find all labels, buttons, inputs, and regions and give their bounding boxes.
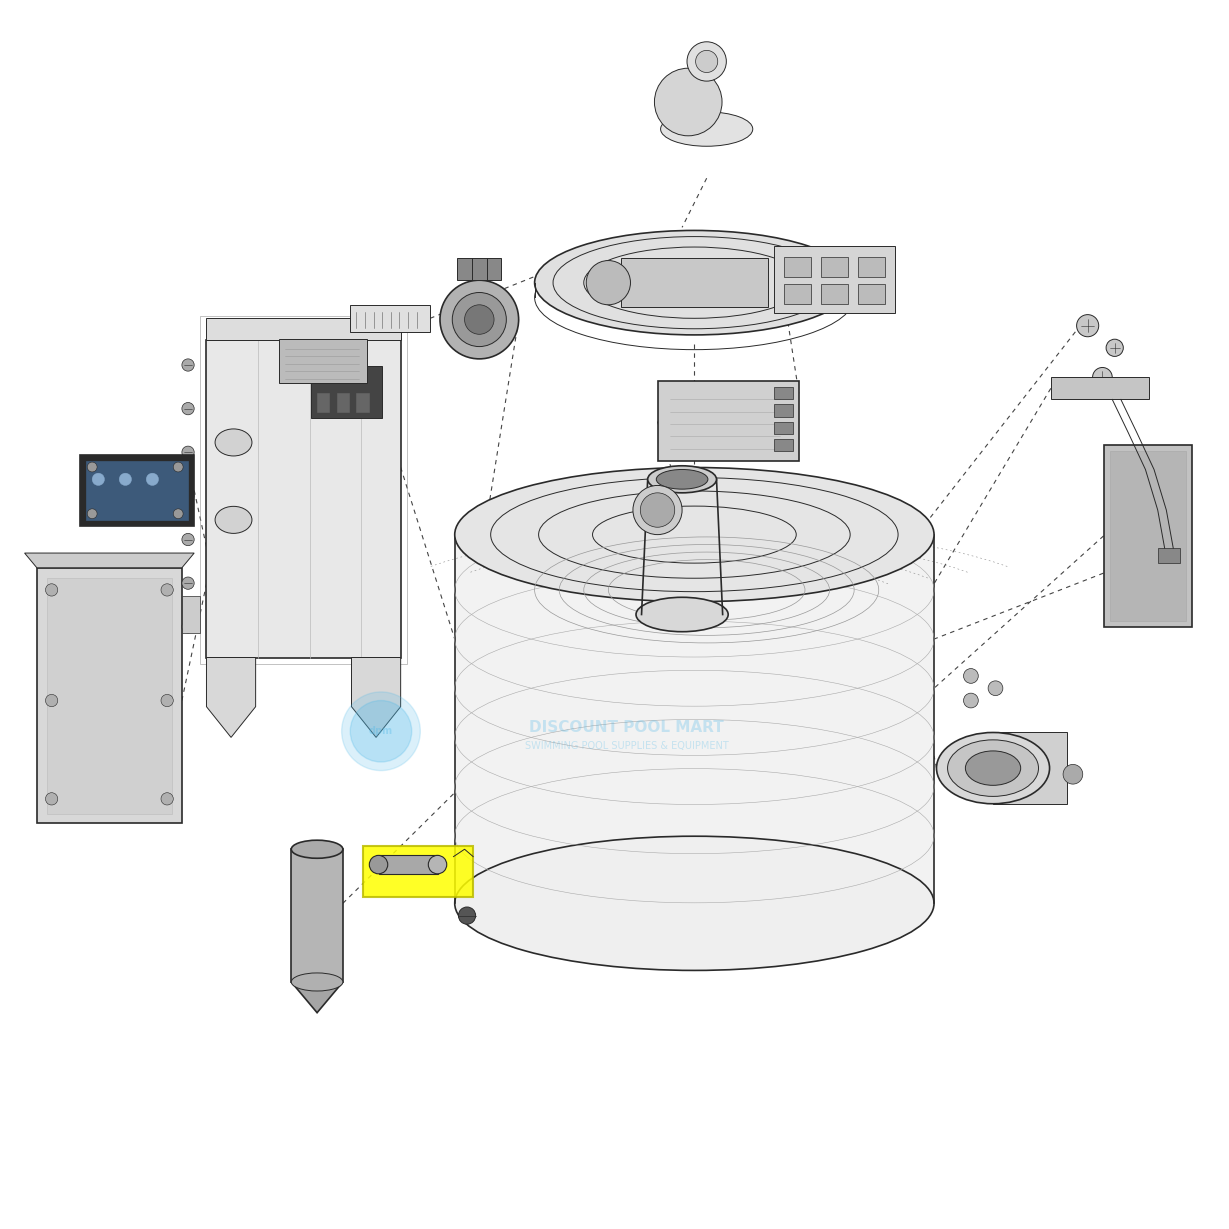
Circle shape — [586, 261, 630, 305]
Bar — [279, 339, 367, 383]
Bar — [206, 318, 401, 340]
Circle shape — [87, 509, 97, 519]
Bar — [1051, 377, 1149, 399]
Bar — [621, 258, 768, 307]
Bar — [821, 284, 848, 304]
Circle shape — [119, 473, 132, 485]
Circle shape — [173, 462, 183, 472]
Bar — [993, 732, 1067, 804]
Bar — [356, 393, 369, 412]
Bar — [774, 246, 895, 313]
Bar — [86, 461, 188, 520]
Bar — [774, 387, 793, 399]
Circle shape — [465, 305, 494, 334]
Ellipse shape — [661, 112, 752, 146]
Ellipse shape — [429, 855, 447, 874]
Ellipse shape — [215, 506, 252, 533]
Bar — [311, 366, 382, 418]
Circle shape — [440, 280, 519, 359]
Ellipse shape — [640, 493, 675, 527]
Ellipse shape — [455, 467, 934, 602]
Bar — [317, 393, 329, 412]
Bar — [1110, 451, 1186, 621]
Ellipse shape — [637, 597, 728, 632]
Bar — [291, 849, 343, 982]
Circle shape — [45, 694, 58, 707]
Bar — [350, 305, 430, 332]
Circle shape — [687, 42, 726, 81]
Circle shape — [182, 578, 194, 589]
Ellipse shape — [535, 231, 854, 334]
Circle shape — [87, 462, 97, 472]
Circle shape — [342, 692, 420, 771]
Circle shape — [161, 694, 173, 707]
Circle shape — [182, 489, 194, 501]
Ellipse shape — [633, 485, 682, 535]
Polygon shape — [291, 982, 343, 1013]
Text: SWIMMING POOL SUPPLIES & EQUIPMENT: SWIMMING POOL SUPPLIES & EQUIPMENT — [525, 741, 729, 751]
Bar — [80, 455, 194, 526]
Bar — [37, 568, 182, 823]
Polygon shape — [206, 658, 256, 737]
Bar — [858, 257, 885, 277]
Ellipse shape — [936, 732, 1050, 804]
Circle shape — [182, 403, 194, 414]
Circle shape — [350, 701, 412, 762]
Bar — [774, 404, 793, 417]
Polygon shape — [25, 553, 194, 568]
Circle shape — [1063, 764, 1083, 784]
Ellipse shape — [455, 836, 934, 971]
Circle shape — [161, 584, 173, 596]
Bar — [858, 284, 885, 304]
Circle shape — [1077, 315, 1099, 337]
Polygon shape — [351, 658, 401, 737]
Ellipse shape — [291, 841, 343, 858]
Bar — [206, 340, 401, 658]
Circle shape — [964, 693, 978, 708]
Circle shape — [964, 669, 978, 683]
Polygon shape — [455, 535, 934, 903]
Ellipse shape — [291, 973, 343, 991]
Bar — [1158, 548, 1180, 563]
Bar — [363, 846, 473, 897]
Circle shape — [988, 681, 1003, 696]
Circle shape — [173, 509, 183, 519]
Bar — [182, 596, 200, 633]
Circle shape — [182, 446, 194, 458]
Circle shape — [452, 293, 506, 347]
Bar — [821, 257, 848, 277]
Ellipse shape — [648, 466, 717, 493]
Bar — [379, 855, 438, 874]
Ellipse shape — [215, 429, 252, 456]
Circle shape — [92, 473, 104, 485]
Circle shape — [182, 359, 194, 371]
Ellipse shape — [966, 751, 1020, 785]
Circle shape — [1093, 367, 1112, 387]
Circle shape — [161, 793, 173, 805]
Bar — [658, 381, 799, 461]
Ellipse shape — [369, 855, 387, 874]
Circle shape — [45, 584, 58, 596]
Text: dpm: dpm — [369, 726, 393, 736]
Bar — [457, 258, 501, 280]
Circle shape — [696, 50, 718, 73]
Bar — [47, 578, 172, 814]
Bar — [784, 257, 811, 277]
Ellipse shape — [948, 740, 1039, 796]
Circle shape — [45, 793, 58, 805]
Bar — [774, 439, 793, 451]
Ellipse shape — [654, 69, 721, 136]
Bar — [1104, 445, 1192, 627]
Text: DISCOUNT POOL MART: DISCOUNT POOL MART — [530, 720, 724, 735]
Bar — [784, 284, 811, 304]
Circle shape — [146, 473, 159, 485]
Ellipse shape — [656, 469, 708, 489]
Circle shape — [182, 621, 194, 633]
Circle shape — [1106, 339, 1123, 356]
Circle shape — [182, 533, 194, 546]
Bar — [774, 422, 793, 434]
Bar — [200, 316, 407, 664]
Bar — [337, 393, 349, 412]
Circle shape — [458, 907, 476, 924]
